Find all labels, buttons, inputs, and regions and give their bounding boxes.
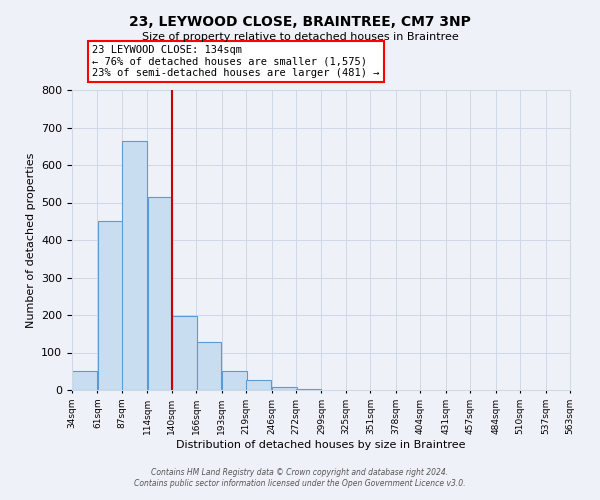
- X-axis label: Distribution of detached houses by size in Braintree: Distribution of detached houses by size …: [176, 440, 466, 450]
- Bar: [98, 221, 122, 390]
- Bar: [72, 371, 97, 390]
- Text: Contains HM Land Registry data © Crown copyright and database right 2024.
Contai: Contains HM Land Registry data © Crown c…: [134, 468, 466, 487]
- Bar: [172, 316, 197, 390]
- Y-axis label: Number of detached properties: Number of detached properties: [26, 152, 35, 328]
- Bar: [148, 197, 172, 390]
- Text: 23 LEYWOOD CLOSE: 134sqm
← 76% of detached houses are smaller (1,575)
23% of sem: 23 LEYWOOD CLOSE: 134sqm ← 76% of detach…: [92, 45, 379, 78]
- Text: 23, LEYWOOD CLOSE, BRAINTREE, CM7 3NP: 23, LEYWOOD CLOSE, BRAINTREE, CM7 3NP: [129, 15, 471, 29]
- Bar: [222, 371, 247, 390]
- Bar: [296, 389, 321, 390]
- Bar: [247, 380, 271, 390]
- Bar: [197, 342, 221, 390]
- Bar: [122, 140, 147, 390]
- Text: Size of property relative to detached houses in Braintree: Size of property relative to detached ho…: [142, 32, 458, 42]
- Bar: [272, 387, 297, 390]
